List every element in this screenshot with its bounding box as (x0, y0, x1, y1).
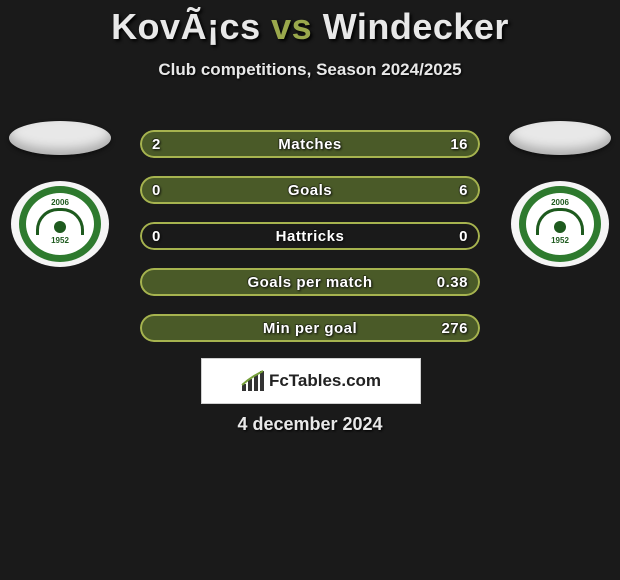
stat-row: 0Hattricks0 (140, 222, 480, 250)
stat-value-right: 0.38 (437, 268, 468, 296)
player2-name: Windecker (323, 6, 509, 47)
stat-row: Goals per match0.38 (140, 268, 480, 296)
stat-row: 0Goals6 (140, 176, 480, 204)
crest-goal-icon (536, 208, 584, 235)
player1-club-crest: 2006 1952 (11, 181, 109, 267)
stat-label: Goals per match (140, 268, 480, 296)
player1-placeholder-icon (9, 121, 111, 155)
player2-placeholder-icon (509, 121, 611, 155)
player1-column: 2006 1952 (0, 121, 120, 267)
stat-row: Min per goal276 (140, 314, 480, 342)
crest-founded: 1952 (51, 236, 69, 245)
crest-year: 2006 (51, 198, 69, 207)
stat-row: 2Matches16 (140, 130, 480, 158)
stat-value-right: 6 (459, 176, 468, 204)
crest-founded: 1952 (551, 236, 569, 245)
crest-goal-icon (36, 208, 84, 235)
stat-label: Matches (140, 130, 480, 158)
stat-label: Min per goal (140, 314, 480, 342)
stat-value-right: 0 (459, 222, 468, 250)
stat-value-right: 276 (441, 314, 468, 342)
page-title: KovÃ¡cs vs Windecker (0, 6, 620, 48)
subtitle: Club competitions, Season 2024/2025 (0, 60, 620, 80)
comparison-infographic: KovÃ¡cs vs Windecker Club competitions, … (0, 6, 620, 580)
stats-list: 2Matches160Goals60Hattricks0Goals per ma… (140, 130, 480, 360)
player1-name: KovÃ¡cs (111, 6, 261, 47)
chart-bars-icon (241, 370, 265, 392)
stat-label: Hattricks (140, 222, 480, 250)
vs-label: vs (271, 6, 312, 47)
crest-year: 2006 (551, 198, 569, 207)
player2-club-crest: 2006 1952 (511, 181, 609, 267)
player2-column: 2006 1952 (500, 121, 620, 267)
logo-text: FcTables.com (269, 371, 381, 391)
generated-date: 4 december 2024 (0, 414, 620, 435)
stat-label: Goals (140, 176, 480, 204)
stat-value-right: 16 (450, 130, 468, 158)
source-logo: FcTables.com (201, 358, 421, 404)
